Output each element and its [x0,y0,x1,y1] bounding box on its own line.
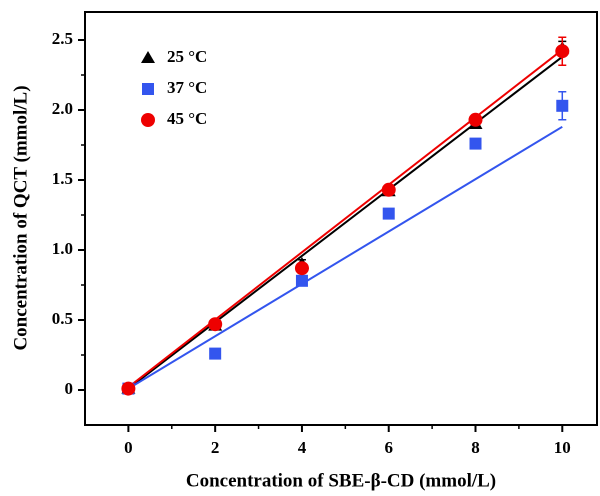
fit-line [127,56,563,390]
legend-marker [141,113,155,127]
data-point [121,381,136,396]
legend-marker [141,51,155,63]
x-tick-label: 8 [471,438,480,457]
data-point [381,182,396,197]
data-point [294,261,309,276]
x-tick-label: 6 [384,438,393,457]
fit-line [127,125,563,390]
y-axis-label: Concentration of QCT (mmol/L) [10,85,31,350]
data-point [555,44,570,59]
x-tick-label: 10 [554,438,571,457]
y-tick-label: 2.5 [52,29,73,48]
x-tick-label: 0 [124,438,133,457]
data-point [469,137,482,150]
legend-label: 45 °C [167,109,207,128]
legend-label: 37 °C [167,78,207,97]
legend-label: 25 °C [167,47,207,66]
data-point [209,347,222,360]
x-tick-label: 4 [298,438,307,457]
data-point [382,207,395,220]
data-point [295,274,308,287]
x-tick-label: 2 [211,438,220,457]
y-tick-label: 0.5 [52,309,73,328]
fit-line [127,49,563,388]
plot-frame [84,11,598,426]
y-tick-label: 0 [65,379,74,398]
x-axis-label: Concentration of SBE-β-CD (mmol/L) [186,470,496,491]
y-tick-label: 1.0 [52,239,73,258]
y-tick-label: 2.0 [52,99,73,118]
data-point [468,112,483,127]
data-point [208,317,223,332]
legend-marker [142,83,154,95]
y-tick-label: 1.5 [52,169,73,188]
data-point [556,99,569,112]
